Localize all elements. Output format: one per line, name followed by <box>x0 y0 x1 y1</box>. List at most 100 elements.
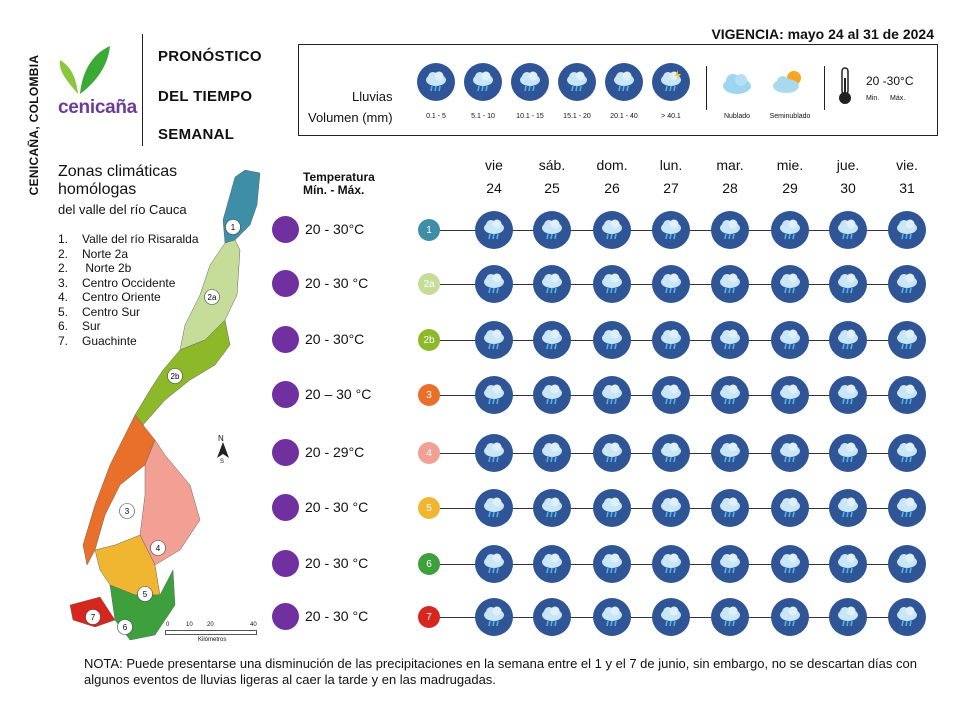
rain-icon <box>652 265 690 303</box>
rain-icon <box>464 63 502 101</box>
rain-icon <box>711 265 749 303</box>
temp-range: 20 - 29°C <box>305 444 365 460</box>
legend-rain-range: > 40.1 <box>661 113 681 120</box>
rain-icon <box>711 598 749 636</box>
temp-indicator <box>272 270 299 297</box>
scale-tick-label: 40 <box>250 622 257 628</box>
rain-icon <box>888 321 926 359</box>
zones-title-1: Zonas climáticas <box>58 163 178 180</box>
note: NOTA: Puede presentarse una disminución … <box>84 656 917 687</box>
svg-text:6: 6 <box>123 623 128 632</box>
map-zone-label: 3 <box>119 503 135 519</box>
day-name: sáb. <box>538 157 566 173</box>
temp-range: 20 - 30 °C <box>305 555 369 571</box>
rain-icon <box>558 63 596 101</box>
compass-n: N <box>218 434 224 443</box>
rain-icon <box>771 376 809 414</box>
rain-icon <box>533 211 571 249</box>
rain-icon <box>771 489 809 527</box>
zone-badge: 2a <box>418 273 440 295</box>
temp-range: 20 - 30°C <box>305 221 365 237</box>
rain-icon <box>829 321 867 359</box>
zones-title-2: homólogas <box>58 181 137 198</box>
temp-indicator <box>272 494 299 521</box>
rain-icon <box>593 545 631 583</box>
rain-icon <box>593 211 631 249</box>
temp-range: 20 - 30°C <box>305 331 365 347</box>
zone-list-item: 3. Centro Occidente <box>58 275 176 290</box>
rain-icon <box>475 376 513 414</box>
rain-icon <box>652 376 690 414</box>
rain-icon <box>829 598 867 636</box>
zones-subtitle: del valle del río Cauca <box>58 202 187 217</box>
zone-list-item: 5. Centro Sur <box>58 304 141 319</box>
day-number: 26 <box>604 180 620 196</box>
map-zone-label: 4 <box>150 540 166 556</box>
zone-list-item: 2. Norte 2b <box>58 261 132 275</box>
compass-s: S <box>220 459 225 465</box>
map-zone-label: 7 <box>85 609 101 625</box>
day-name: mar. <box>716 157 744 173</box>
legend-seminublado: Seminublado <box>769 113 811 120</box>
rain-icon <box>771 434 809 472</box>
map-zone-label: 1 <box>225 219 241 235</box>
logo-leaf-icon <box>59 46 110 94</box>
legend-max: Máx. <box>890 95 906 102</box>
legend-divider-1 <box>706 66 707 110</box>
rain-icon <box>533 376 571 414</box>
rain-icon <box>475 489 513 527</box>
temp-header-1: Temperatura <box>303 170 375 184</box>
rain-icon <box>533 489 571 527</box>
temp-range: 20 - 30 °C <box>305 275 369 291</box>
rain-icon <box>593 489 631 527</box>
zone-badge: 6 <box>418 553 440 575</box>
rain-icon <box>593 376 631 414</box>
rain-icon <box>829 545 867 583</box>
rain-icon <box>711 545 749 583</box>
rain-icon <box>533 434 571 472</box>
rain-icon <box>829 489 867 527</box>
title-line-2: DEL TIEMPO <box>158 88 253 105</box>
map-zone-4 <box>139 439 201 566</box>
zone-badge: 3 <box>418 384 440 406</box>
compass-arrow-icon <box>217 442 229 458</box>
legend-volumen-label: Volumen (mm) <box>308 110 393 125</box>
zone-list-item: 2. Norte 2a <box>58 246 129 261</box>
header-divider <box>142 34 143 146</box>
svg-text:1: 1 <box>231 223 236 232</box>
rain-icon <box>593 321 631 359</box>
rain-icon <box>888 376 926 414</box>
rain-icon <box>417 63 455 101</box>
zone-badge: 2b <box>418 329 440 351</box>
partly-cloudy-icon <box>770 68 806 101</box>
rain-icon <box>652 211 690 249</box>
rain-icon <box>652 434 690 472</box>
temp-indicator <box>272 216 299 243</box>
zone-list-item: 1. Valle del río Risaralda <box>58 232 199 246</box>
rain-icon <box>771 211 809 249</box>
legend-rain-range: 0.1 - 5 <box>426 113 446 120</box>
rain-icon <box>888 598 926 636</box>
rain-icon <box>475 265 513 303</box>
rain-icon <box>475 545 513 583</box>
zone-list: 1. Valle del río Risaralda 2. Norte 2a 2. … <box>58 232 199 348</box>
rain-icon <box>475 211 513 249</box>
temp-indicator <box>272 381 299 408</box>
day-number: 27 <box>663 180 679 196</box>
rain-icon <box>888 545 926 583</box>
rain-icon <box>829 376 867 414</box>
legend-min: Min. <box>866 95 880 102</box>
temp-indicator <box>272 439 299 466</box>
legend-rain-range: 10.1 - 15 <box>516 113 544 120</box>
day-number: 31 <box>899 180 915 196</box>
map-zone-label: 5 <box>137 586 153 602</box>
rain-icon <box>771 265 809 303</box>
day-name: jue. <box>836 157 860 173</box>
temp-indicator <box>272 550 299 577</box>
rain-icon <box>829 211 867 249</box>
map-zone-label: 2a <box>204 289 220 305</box>
rain-icon <box>888 265 926 303</box>
rain-icon <box>652 598 690 636</box>
day-number: 25 <box>544 180 560 196</box>
rain-icon <box>605 63 643 101</box>
